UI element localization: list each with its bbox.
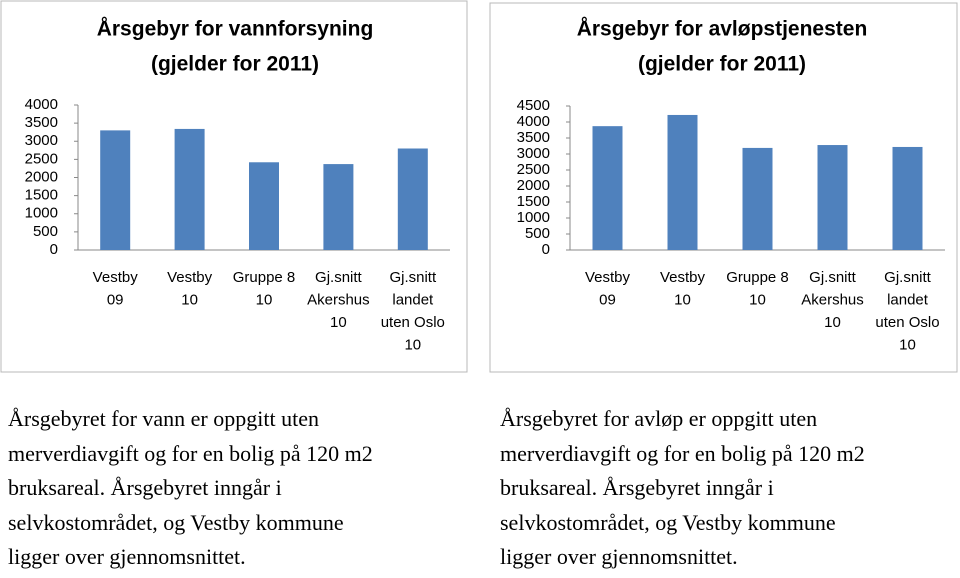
y-tick-label: 3500 [517,129,550,146]
x-tick-label: Gruppe 8 [726,269,789,286]
x-tick-label: 10 [330,314,347,331]
x-tick-label: 09 [107,291,124,308]
x-tick-label: Gj.snitt [315,269,363,286]
x-tick-label: Gj.snitt [809,269,857,286]
bar [397,148,428,250]
x-tick-label: 10 [674,291,691,308]
y-tick-label: 4000 [517,113,550,130]
text-line: ligger over gjennomsnittet. [8,544,246,569]
bar [742,147,773,250]
x-tick-label: landet [392,291,434,308]
bar [174,128,205,250]
text-line: merverdiavgift og for en bolig på 120 m2 [500,440,865,466]
paragraph: Årsgebyret for vann er oppgitt uten merve… [8,402,373,575]
chart-title: Årsgebyr for avløpstjenesten [577,17,868,41]
y-tick-label: 2500 [517,161,550,178]
x-tick-label: landet [887,291,929,308]
chart-frame [0,0,468,373]
chart-title: (gjelder for 2011) [151,53,319,76]
y-tick-label: 2500 [25,150,58,167]
y-tick-label: 500 [33,223,58,240]
text-line: bruksareal. Årsgebyret inngår i [500,475,774,500]
bar [100,130,131,250]
y-tick-label: 1500 [517,193,550,210]
x-tick-label: uten Oslo [381,314,445,331]
x-tick-label: 10 [181,291,198,308]
text-line: Årsgebyret for vann er oppgitt uten [8,406,319,431]
paragraph: Årsgebyret for avløp er oppgitt uten merv… [500,402,865,575]
x-tick-label: Vestby [167,269,213,286]
y-tick-label: 3000 [25,132,58,149]
x-tick-label: 10 [899,336,916,353]
y-tick-label: 2000 [517,177,550,194]
x-tick-label: 10 [749,291,766,308]
x-tick-label: Akershus [801,291,864,308]
text-line: ligger over gjennomsnittet. [500,544,738,569]
x-tick-label: 10 [404,336,421,353]
y-tick-label: 0 [542,241,550,258]
y-tick-label: 2000 [25,168,58,185]
text-line: Årsgebyret for avløp er oppgitt uten [500,406,818,431]
chart-frame [489,2,958,373]
bar [892,146,923,250]
y-tick-label: 4500 [517,97,550,114]
bar [667,114,698,251]
text-line: selvkostområdet, og Vestby kommune [500,509,836,535]
text-line: merverdiavgift og for en bolig på 120 m2 [8,440,373,466]
chart-title: Årsgebyr for vannforsyning [97,17,374,41]
x-tick-label: Vestby [93,269,139,286]
bar [323,164,354,250]
x-tick-label: 10 [256,291,273,308]
y-tick-label: 500 [525,225,550,242]
text-line: bruksareal. Årsgebyret inngår i [8,475,282,500]
x-tick-label: 10 [824,314,841,331]
bar [592,126,623,250]
y-tick-label: 3000 [517,145,550,162]
y-tick-label: 1000 [517,209,550,226]
x-tick-label: Vestby [585,269,631,286]
x-tick-label: Gruppe 8 [233,269,296,286]
x-tick-label: uten Oslo [875,314,939,331]
bar [817,145,848,250]
chart-title: (gjelder for 2011) [638,53,806,76]
x-tick-label: Gj.snitt [389,269,437,286]
y-tick-label: 1500 [25,187,58,204]
y-tick-label: 0 [50,241,58,258]
x-tick-label: Vestby [660,269,706,286]
y-tick-label: 1000 [25,205,58,222]
bar [249,162,279,250]
x-tick-label: Gj.snitt [884,269,932,286]
x-tick-label: Akershus [307,291,370,308]
y-tick-label: 3500 [25,114,58,131]
x-tick-label: 09 [599,291,616,308]
text-line: selvkostområdet, og Vestby kommune [8,509,344,535]
charts: Årsgebyr for vannforsyning (gjelder for 2… [0,0,958,373]
y-tick-label: 4000 [25,96,58,113]
